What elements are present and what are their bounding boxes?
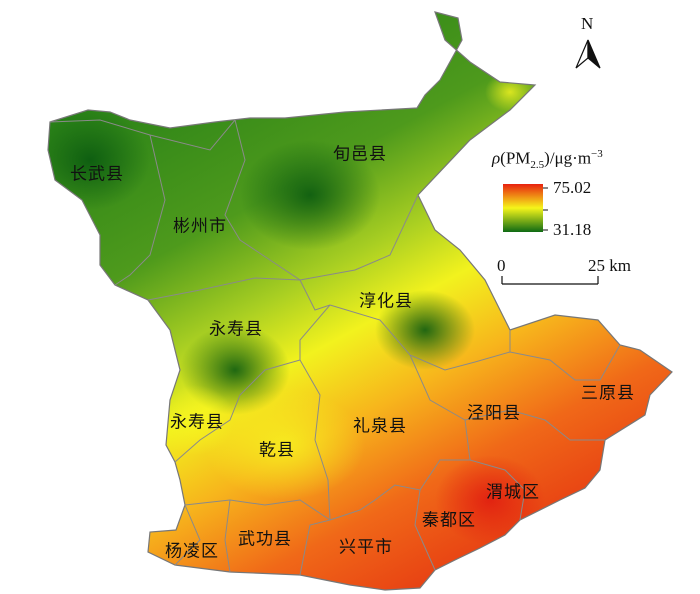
county-label-yongshou-north: 永寿县	[209, 319, 263, 340]
legend-title-unit: )/μg·m	[544, 148, 592, 168]
legend-color-ramp	[503, 184, 543, 232]
county-label-yangling: 杨凌区	[165, 541, 219, 562]
county-label-qianxian: 乾县	[259, 440, 295, 461]
county-label-binzhou: 彬州市	[173, 216, 227, 237]
north-arrow	[575, 39, 601, 69]
county-label-changwu: 长武县	[70, 164, 124, 185]
county-label-wugong: 武功县	[238, 529, 292, 550]
scale-bar-left-label: 0	[497, 256, 506, 275]
legend-title-subscript: 2.5	[530, 159, 545, 172]
county-label-jingyang: 泾阳县	[467, 403, 521, 424]
county-label-chunhua: 淳化县	[359, 291, 413, 312]
legend-max-value: 75.02	[553, 178, 592, 197]
county-label-xingping: 兴平市	[339, 537, 393, 558]
county-boundaries	[47, 11, 673, 591]
legend-title-pm: (PM	[500, 148, 531, 168]
legend-title: ρ(PM2.5)/μg·m−3	[492, 148, 603, 171]
legend-title-superscript: −3	[591, 148, 603, 160]
county-label-xunyi: 旬邑县	[333, 144, 387, 165]
county-label-weicheng: 渭城区	[486, 482, 540, 503]
legend-title-rho: ρ	[492, 148, 501, 168]
legend-min-value: 31.18	[553, 220, 592, 239]
scale-bar	[501, 276, 599, 285]
county-label-yongshou-south: 永寿县	[170, 412, 224, 433]
county-label-liquan: 礼泉县	[353, 416, 407, 437]
legend-ticks	[543, 187, 548, 231]
north-arrow-label: N	[581, 14, 594, 33]
scale-bar-right-label: 25 km	[588, 256, 631, 275]
county-label-qindu: 秦都区	[422, 510, 476, 531]
county-label-sanyuan: 三原县	[581, 383, 635, 404]
